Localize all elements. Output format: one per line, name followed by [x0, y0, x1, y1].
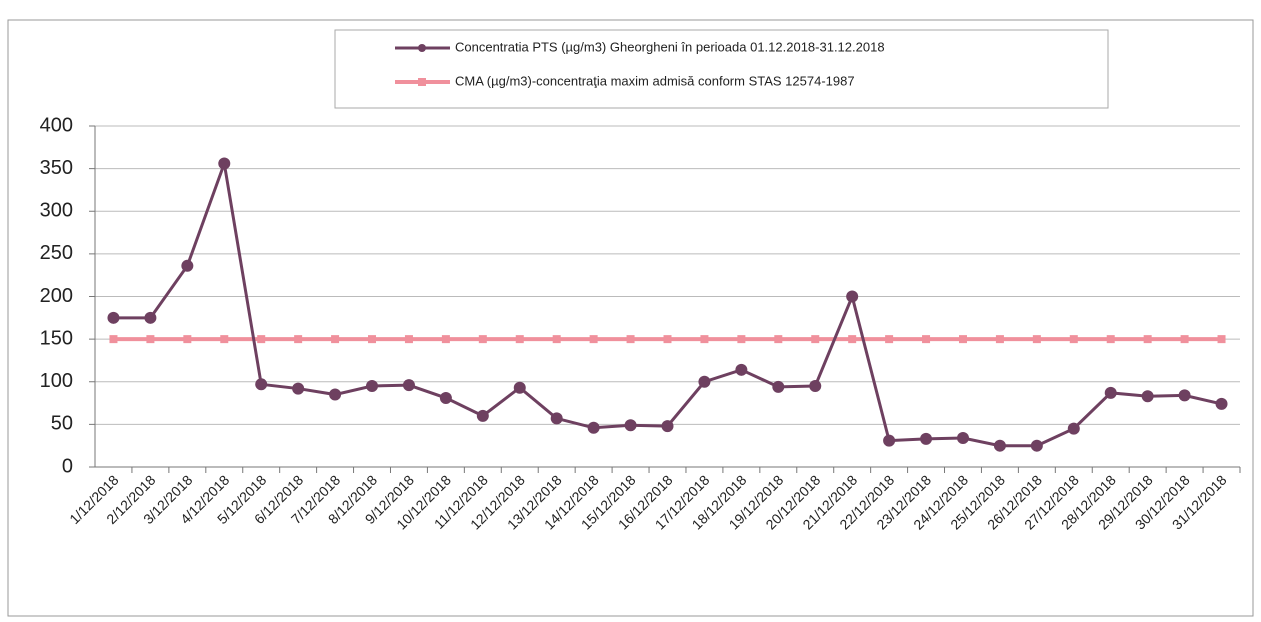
point	[109, 335, 118, 344]
point	[441, 335, 450, 344]
point	[993, 439, 1006, 452]
point	[920, 432, 933, 445]
point	[1215, 397, 1228, 410]
point	[587, 421, 600, 434]
y-tick-label: 0	[62, 455, 73, 477]
point	[294, 335, 303, 344]
legend-label: Concentratia PTS (µg/m3) Gheorgheni în p…	[455, 39, 885, 54]
point	[146, 335, 155, 344]
point	[626, 335, 635, 344]
point	[1217, 335, 1226, 344]
y-tick-label: 300	[40, 200, 73, 222]
point	[956, 432, 969, 445]
point	[366, 380, 379, 393]
point	[735, 363, 748, 376]
point	[958, 335, 967, 344]
point	[1030, 439, 1043, 452]
y-tick-label: 200	[40, 285, 73, 307]
point	[846, 290, 859, 303]
legend-marker	[418, 44, 426, 52]
point	[220, 335, 229, 344]
point	[883, 434, 896, 447]
point	[1178, 389, 1191, 402]
y-tick-label: 100	[40, 370, 73, 392]
point	[848, 335, 857, 344]
legend-marker	[418, 78, 426, 86]
point	[478, 335, 487, 344]
point	[257, 335, 266, 344]
point	[589, 335, 598, 344]
point	[995, 335, 1004, 344]
point	[885, 335, 894, 344]
point	[181, 259, 194, 272]
point	[292, 382, 305, 395]
point	[922, 335, 931, 344]
point	[255, 378, 268, 391]
y-tick-label: 50	[51, 413, 73, 435]
point	[144, 311, 157, 324]
legend-label: CMA (µg/m3)-concentraţia maxim admisă co…	[455, 73, 855, 88]
point	[624, 419, 637, 432]
point	[331, 335, 340, 344]
point	[515, 335, 524, 344]
point	[513, 381, 526, 394]
y-tick-label: 350	[40, 157, 73, 179]
point	[368, 335, 377, 344]
point	[1032, 335, 1041, 344]
point	[402, 379, 415, 392]
point	[772, 380, 785, 393]
point	[661, 420, 674, 433]
y-tick-label: 250	[40, 242, 73, 264]
point	[439, 391, 452, 404]
point	[811, 335, 820, 344]
point	[700, 335, 709, 344]
y-tick-label: 150	[40, 327, 73, 349]
chart-frame	[7, 19, 1254, 617]
point	[737, 335, 746, 344]
point	[809, 380, 822, 393]
point	[218, 157, 231, 170]
point	[1069, 335, 1078, 344]
point	[183, 335, 192, 344]
point	[550, 412, 563, 425]
legend	[334, 29, 1109, 109]
point	[1141, 390, 1154, 403]
point	[1104, 386, 1117, 399]
point	[1106, 335, 1115, 344]
point	[552, 335, 561, 344]
point	[107, 311, 120, 324]
point	[476, 409, 489, 422]
point	[698, 375, 711, 388]
point	[1143, 335, 1152, 344]
point	[1067, 422, 1080, 435]
point	[663, 335, 672, 344]
point	[774, 335, 783, 344]
point	[404, 335, 413, 344]
point	[329, 388, 342, 401]
y-tick-label: 400	[40, 114, 73, 136]
point	[1180, 335, 1189, 344]
